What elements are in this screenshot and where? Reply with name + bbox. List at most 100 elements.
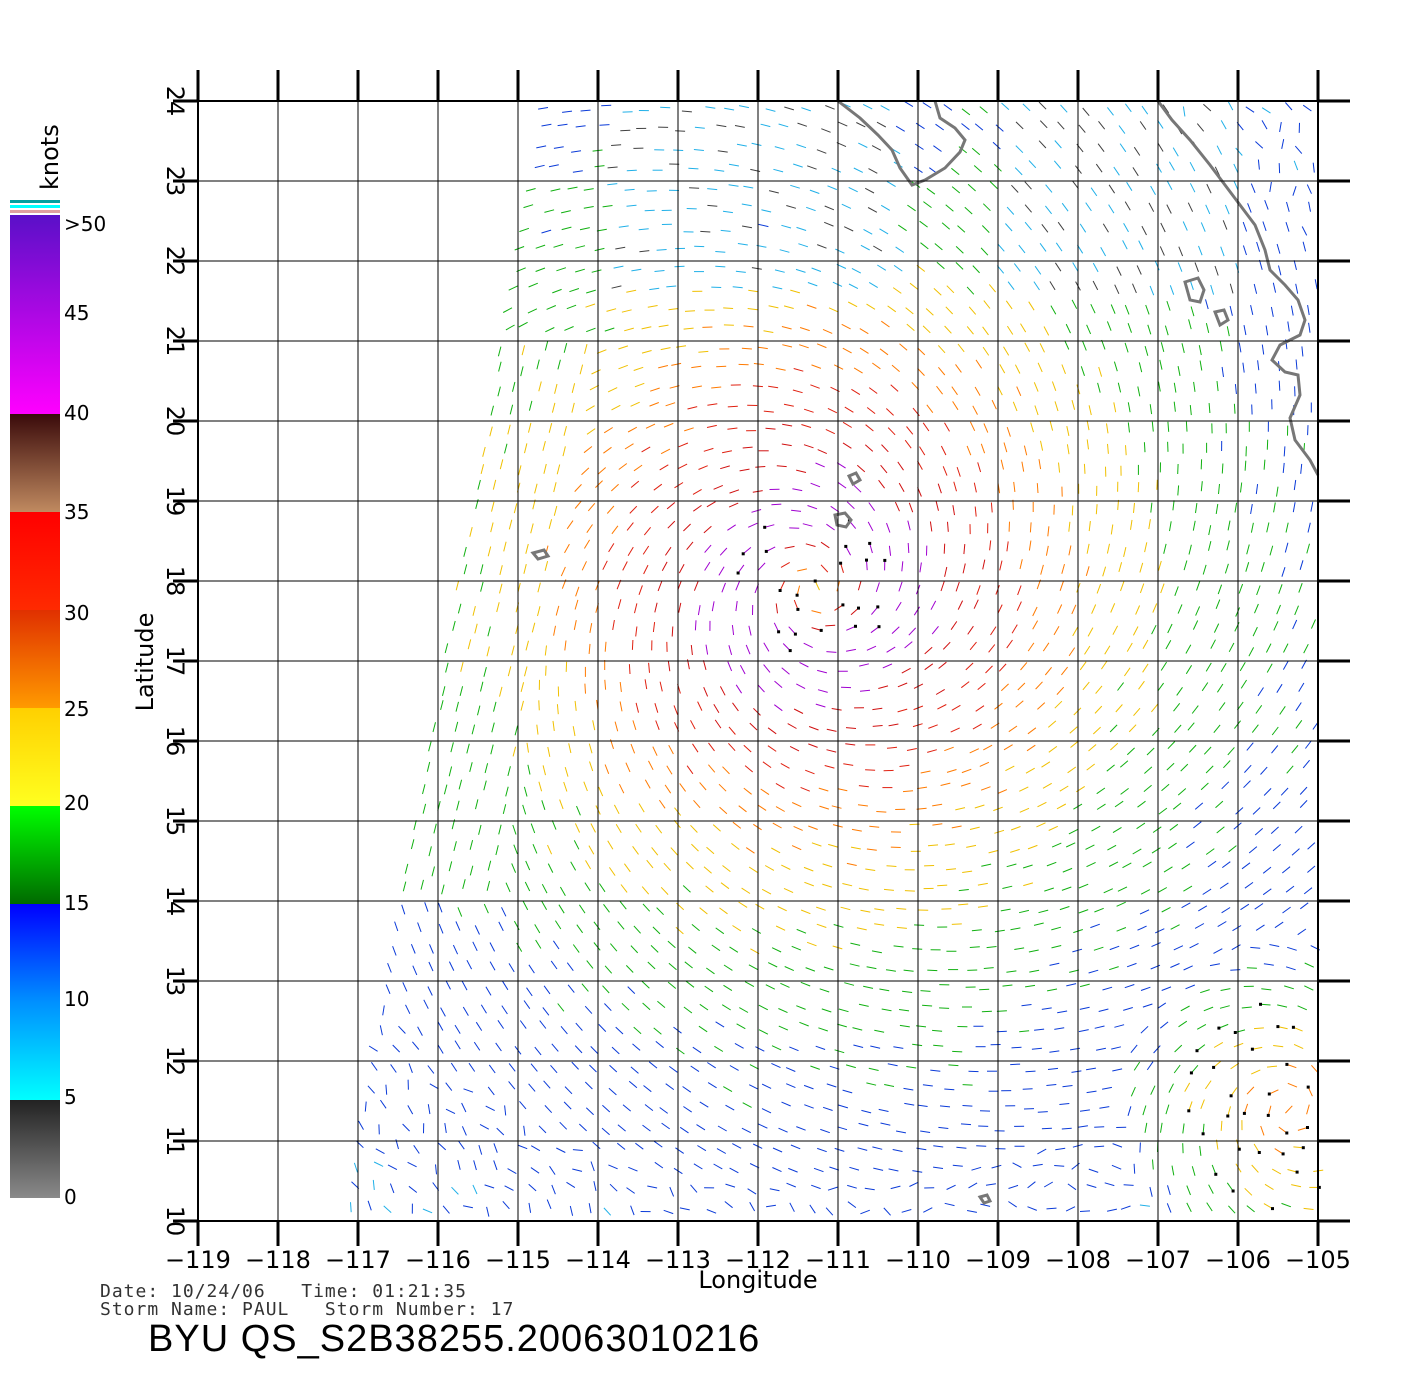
wind-vector (823, 966, 834, 971)
wind-vector (1149, 404, 1153, 415)
wind-vector (899, 343, 908, 351)
wind-vector (1022, 103, 1031, 112)
wind-vector (502, 804, 507, 815)
wind-vector (560, 566, 566, 577)
wind-vector (944, 843, 955, 846)
wind-vector (915, 122, 925, 130)
wind-vector (922, 325, 931, 334)
wind-vector (1261, 344, 1265, 355)
wind-vector (458, 779, 463, 790)
wind-vector (408, 1063, 413, 1073)
wind-vector (908, 627, 917, 636)
wind-vector (999, 560, 1003, 571)
wind-vector (445, 662, 449, 673)
latitude-tick-label: 10 (161, 1206, 189, 1237)
wind-vector (1214, 166, 1221, 177)
latitude-tick-label: 18 (161, 566, 189, 597)
wind-vector (1157, 887, 1168, 893)
wind-vector (803, 444, 814, 449)
wind-vector (505, 786, 509, 797)
wind-vector (624, 443, 634, 450)
wind-vector (1245, 106, 1255, 113)
wind-vector (683, 523, 691, 532)
wind-vector (753, 363, 764, 366)
wind-vector (816, 343, 827, 349)
wind-vector (693, 581, 699, 591)
wind-vector (1051, 926, 1062, 931)
wind-vector (458, 1140, 465, 1150)
wind-vector (1034, 405, 1039, 416)
wind-vector (936, 261, 945, 270)
rain-flag-marker (854, 624, 857, 628)
wind-vector (1269, 944, 1280, 947)
wind-vector (1228, 845, 1237, 853)
wind-vector (655, 824, 663, 834)
wind-vector (968, 1182, 978, 1189)
wind-vector (601, 1127, 610, 1136)
wind-vector (744, 981, 755, 988)
wind-vector (1151, 942, 1161, 948)
longitude-tick-label: −111 (805, 1246, 871, 1274)
wind-vector (617, 921, 625, 930)
wind-vector (1206, 1202, 1213, 1212)
wind-vector (1012, 1162, 1022, 1168)
wind-vector (977, 882, 988, 886)
wind-vector (1065, 1206, 1076, 1212)
wind-vector (619, 901, 627, 910)
wind-vector (569, 288, 580, 293)
wind-vector (886, 746, 898, 749)
wind-vector (1303, 643, 1309, 654)
wind-vector (1277, 1026, 1288, 1030)
wind-vector (508, 285, 518, 291)
wind-vector (1151, 847, 1161, 854)
rain-flag-marker (839, 561, 843, 565)
wind-vector (842, 347, 852, 354)
wind-vector (927, 969, 938, 972)
wind-vector (538, 107, 549, 110)
wind-vector (1165, 640, 1172, 650)
wind-vector (1287, 1169, 1298, 1173)
wind-vector (459, 686, 464, 697)
wind-vector (835, 248, 845, 254)
wind-vector (859, 689, 871, 692)
wind-vector (654, 1161, 664, 1169)
wind-vector (1200, 1099, 1205, 1109)
wind-vector (1235, 147, 1243, 156)
wind-vector (955, 246, 964, 254)
wind-vector (728, 726, 736, 735)
wind-vector (611, 285, 622, 289)
wind-vector (498, 824, 502, 835)
wind-vector (793, 163, 803, 168)
wind-vector (1173, 1064, 1181, 1074)
wind-vector (764, 865, 775, 871)
wind-vector (660, 886, 669, 895)
wind-vector (632, 1043, 641, 1051)
wind-vector (1171, 1165, 1175, 1176)
wind-vector (920, 242, 929, 250)
wind-vector (624, 327, 634, 332)
wind-vector (1201, 682, 1209, 692)
wind-vector (707, 1082, 717, 1089)
wind-vector (825, 428, 836, 435)
wind-vector (804, 1104, 814, 1109)
wind-vector (1003, 744, 1013, 751)
wind-vector (903, 969, 914, 972)
wind-vector (1173, 401, 1176, 412)
wind-vector (445, 980, 451, 990)
wind-vector (928, 724, 938, 729)
island-san-benedicto (846, 471, 863, 487)
wind-vector (1054, 700, 1063, 709)
longitude-tick-labels: −119 −118 −117 −116 −115 −114 −113 −112 −111 −110… (165, 1246, 1351, 1274)
wind-vector (1033, 382, 1039, 392)
wind-vector (846, 501, 855, 510)
wind-vector (1022, 864, 1033, 869)
wind-vector (1223, 760, 1231, 769)
rain-flag-marker (1217, 1026, 1221, 1030)
wind-vector (1119, 143, 1127, 153)
wind-vector (1011, 184, 1019, 193)
wind-vector (523, 563, 527, 574)
wind-vector (1053, 625, 1060, 636)
wind-vector (553, 243, 564, 248)
wind-vector (757, 804, 767, 811)
wind-vector (1168, 842, 1177, 850)
